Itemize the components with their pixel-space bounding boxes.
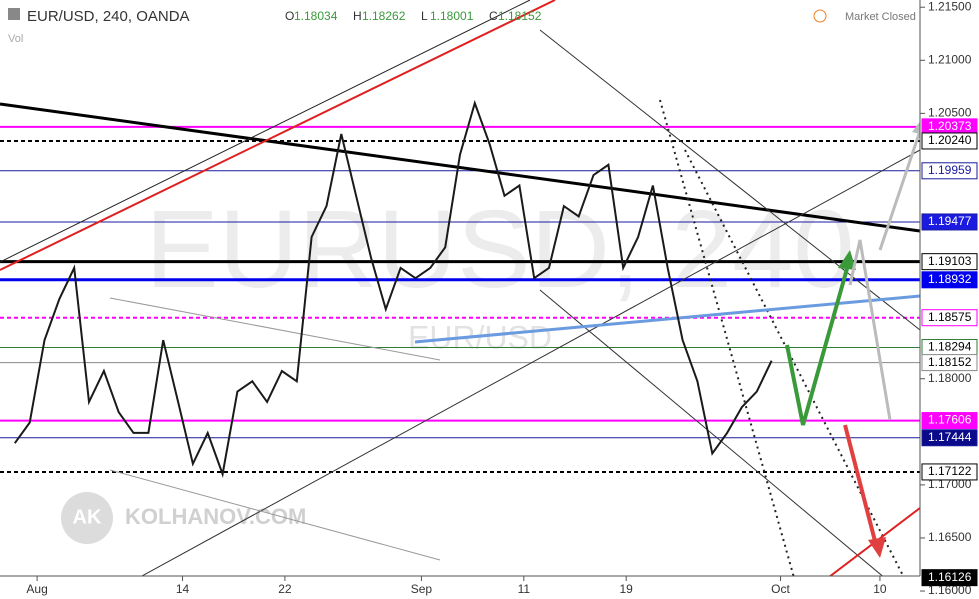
- level-label: 1.18152: [928, 355, 972, 369]
- trend-line: [109, 469, 441, 561]
- trend-line: [659, 99, 801, 599]
- y-tick-label: 1.20500: [928, 106, 972, 120]
- y-tick-label: 1.21500: [928, 0, 972, 13]
- forecast-arrow: [785, 257, 852, 426]
- y-tick-label: 1.16500: [928, 530, 972, 544]
- forecast-arrow: [848, 239, 892, 421]
- level-label: 1.19959: [928, 163, 972, 177]
- ohlc-key: C: [489, 9, 498, 23]
- ohlc-value: 1.18034: [294, 9, 338, 23]
- ohlc-key: O: [285, 9, 294, 23]
- brand-logo: AK: [73, 506, 102, 528]
- ohlc-key: L: [421, 9, 428, 23]
- menu-icon[interactable]: [8, 8, 20, 20]
- level-label-bg: [921, 253, 978, 271]
- level-label: 1.17606: [928, 413, 972, 427]
- level-label-bg: [921, 569, 978, 587]
- trend-line: [539, 29, 921, 331]
- y-tick-label: 1.18000: [928, 371, 972, 385]
- ohlc-key: H: [353, 9, 362, 23]
- level-label-bg: [921, 132, 978, 150]
- level-label: 1.19477: [928, 214, 972, 228]
- ohlc-value: 1.18262: [362, 9, 406, 23]
- price-axis: [920, 0, 979, 599]
- x-tick-label: Aug: [26, 582, 47, 596]
- x-tick-label: 11: [518, 582, 531, 596]
- price-line: [13, 99, 773, 478]
- level-label-bg: [921, 213, 978, 231]
- symbol[interactable]: EUR/USD, 240, OANDA: [27, 8, 190, 25]
- trend-line: [0, 0, 556, 271]
- x-tick-label: 22: [278, 582, 292, 596]
- trend-line: [0, 0, 531, 263]
- x-tick-label: Oct: [771, 582, 790, 596]
- level-label: 1.20373: [928, 119, 972, 133]
- level-label: 1.18575: [928, 310, 972, 324]
- level-label: 1.19103: [928, 254, 972, 268]
- level-label: 1.16126: [928, 570, 972, 584]
- trend-line: [0, 102, 921, 233]
- level-label-bg: [921, 412, 978, 430]
- brand: KOLHANOV.COM: [125, 504, 306, 529]
- brand-logo-bg: [61, 492, 113, 544]
- ohlc-value: 1.18001: [430, 9, 474, 23]
- level-label-bg: [921, 463, 978, 481]
- level-label: 1.20240: [928, 133, 972, 147]
- x-tick-label: 10: [873, 582, 887, 596]
- level-label-bg: [921, 429, 978, 447]
- forecast-arrow: [843, 424, 878, 546]
- x-tick-label: 14: [176, 582, 190, 596]
- level-label: 1.18294: [928, 340, 972, 354]
- level-label-bg: [921, 309, 978, 327]
- x-tick-label: Sep: [411, 582, 433, 596]
- level-label-bg: [921, 354, 978, 372]
- y-tick-label: 1.21000: [928, 52, 972, 66]
- x-tick-label: 19: [620, 582, 634, 596]
- trend-lines: [0, 0, 928, 599]
- forecast-arrow: [878, 124, 924, 251]
- y-tick-label: 1.17000: [928, 477, 972, 491]
- y-tick-label: 1.16000: [928, 583, 972, 597]
- level-label-bg: [921, 271, 978, 289]
- levels: [0, 125, 920, 579]
- level-label-bg: [921, 162, 978, 180]
- time-axis: [0, 576, 920, 599]
- plot: [13, 99, 773, 478]
- level-label: 1.17122: [928, 464, 972, 478]
- axes: 1.21500 1.21000 1.20500 1.18000 1.17000 1.165…: [26, 0, 971, 597]
- trend-line: [109, 297, 441, 361]
- arrowhead: [868, 537, 886, 558]
- trend-line: [99, 149, 921, 599]
- market-status: Market Closed: [845, 11, 916, 23]
- trend-line: [684, 149, 916, 599]
- arrowhead: [838, 250, 856, 270]
- ohlc-value: 1.18152: [498, 9, 542, 23]
- ohlc: O 1.18034 H 1.18262 L 1.18001 C 1.18152: [285, 9, 542, 23]
- level-label: 1.18932: [928, 272, 972, 286]
- trend-line: [539, 289, 911, 599]
- status-icon: [813, 9, 827, 23]
- watermark: EURUSD, 240: [145, 188, 854, 311]
- volume-label[interactable]: Vol: [8, 33, 23, 45]
- level-label: 1.17444: [928, 430, 972, 444]
